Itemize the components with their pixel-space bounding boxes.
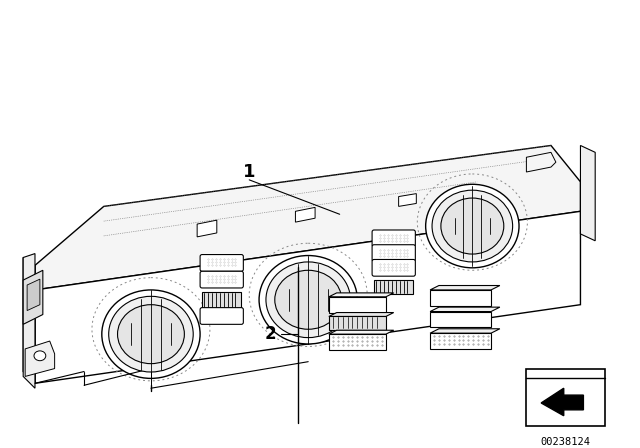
Text: 2: 2	[265, 325, 276, 343]
FancyBboxPatch shape	[372, 259, 415, 276]
FancyBboxPatch shape	[200, 308, 243, 324]
Polygon shape	[25, 341, 54, 376]
Ellipse shape	[109, 296, 193, 372]
Polygon shape	[580, 146, 595, 241]
FancyBboxPatch shape	[372, 230, 415, 247]
Polygon shape	[27, 279, 40, 310]
Polygon shape	[399, 194, 416, 207]
Ellipse shape	[432, 190, 513, 262]
Polygon shape	[526, 152, 556, 172]
Polygon shape	[374, 280, 413, 294]
Ellipse shape	[118, 305, 184, 364]
Polygon shape	[541, 388, 584, 416]
Polygon shape	[197, 220, 217, 237]
Bar	[526, 369, 605, 426]
Polygon shape	[35, 146, 580, 290]
Ellipse shape	[266, 262, 351, 338]
Ellipse shape	[34, 351, 46, 361]
Ellipse shape	[426, 184, 519, 268]
Polygon shape	[430, 311, 491, 327]
Polygon shape	[202, 292, 241, 308]
Ellipse shape	[275, 270, 342, 329]
Ellipse shape	[441, 198, 504, 254]
Polygon shape	[296, 207, 315, 222]
Polygon shape	[329, 316, 386, 330]
Polygon shape	[430, 285, 500, 290]
Polygon shape	[329, 293, 394, 297]
Ellipse shape	[259, 255, 357, 344]
Polygon shape	[329, 313, 394, 316]
Polygon shape	[430, 333, 491, 349]
Polygon shape	[430, 307, 500, 311]
FancyBboxPatch shape	[200, 271, 243, 288]
Ellipse shape	[102, 290, 200, 379]
Polygon shape	[430, 290, 491, 306]
Polygon shape	[23, 254, 35, 388]
FancyBboxPatch shape	[372, 245, 415, 262]
Polygon shape	[329, 334, 386, 350]
Polygon shape	[23, 270, 43, 324]
FancyBboxPatch shape	[200, 254, 243, 271]
Polygon shape	[329, 297, 386, 313]
Text: 1: 1	[243, 163, 255, 181]
Polygon shape	[23, 258, 35, 383]
Polygon shape	[35, 211, 580, 383]
Polygon shape	[430, 329, 500, 333]
Text: 00238124: 00238124	[541, 437, 591, 448]
Polygon shape	[329, 330, 394, 334]
